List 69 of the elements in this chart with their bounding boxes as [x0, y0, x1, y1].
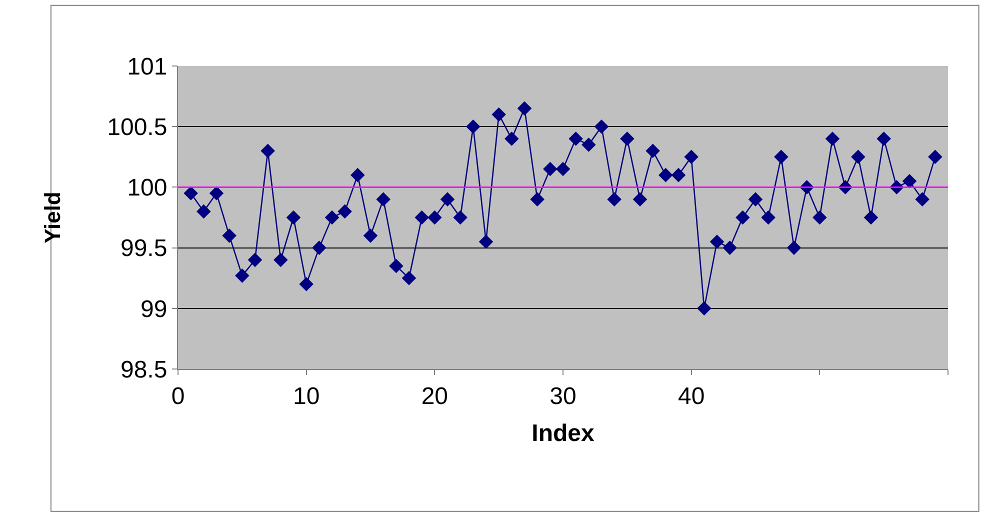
point: [299, 277, 314, 292]
x-tick-label: 10: [292, 382, 320, 410]
point: [902, 174, 917, 188]
point: [530, 192, 544, 206]
point: [697, 301, 712, 316]
point: [812, 210, 827, 225]
point: [440, 192, 455, 206]
point: [684, 150, 698, 164]
point: [748, 192, 763, 206]
point: [389, 258, 404, 274]
point: [492, 107, 506, 122]
point: [825, 132, 840, 146]
point: [876, 132, 891, 146]
point: [274, 252, 288, 268]
point: [248, 252, 262, 268]
point: [517, 101, 532, 116]
point: [915, 192, 930, 206]
point: [864, 210, 878, 225]
point: [594, 119, 609, 134]
point: [582, 138, 596, 152]
point: [851, 150, 866, 164]
y-tick-label: 101: [127, 53, 168, 80]
point: [376, 192, 390, 206]
point: [235, 268, 250, 283]
point: [478, 234, 494, 249]
point: [414, 210, 429, 225]
y-tick-label: 99: [140, 296, 168, 323]
point: [222, 228, 236, 243]
y-axis-title: Yield: [40, 192, 65, 244]
point: [196, 204, 211, 219]
y-tick-label: 100: [127, 174, 168, 202]
x-tick-label: 20: [421, 382, 448, 410]
point: [363, 228, 378, 243]
point: [658, 168, 673, 182]
point: [543, 162, 558, 176]
point: [556, 162, 570, 176]
point: [350, 168, 365, 182]
point: [286, 210, 301, 225]
x-axis-title: Index: [532, 420, 595, 448]
x-tick-label: 40: [678, 382, 705, 410]
point: [184, 186, 198, 200]
point: [607, 192, 622, 206]
point: [774, 150, 788, 164]
point: [466, 119, 480, 134]
point: [568, 132, 583, 146]
x-tick-label: 30: [550, 382, 576, 410]
point: [671, 168, 686, 182]
point: [710, 234, 724, 249]
point: [620, 132, 634, 146]
point: [786, 240, 802, 255]
x-tick-label: 0: [171, 382, 185, 410]
y-tick-label: 98.5: [120, 356, 168, 384]
point: [428, 210, 442, 225]
point: [722, 240, 737, 255]
point: [646, 144, 660, 158]
point: [402, 270, 416, 286]
point: [928, 150, 942, 164]
point: [504, 132, 519, 146]
point: [260, 144, 275, 158]
y-tick-label: 100.5: [107, 114, 168, 141]
point: [736, 210, 750, 225]
point: [761, 210, 776, 225]
point: [209, 186, 224, 200]
point: [324, 210, 340, 225]
point: [453, 210, 468, 225]
point: [632, 192, 648, 206]
y-tick-label: 99.5: [120, 235, 168, 262]
point: [338, 204, 352, 219]
point: [312, 240, 326, 255]
